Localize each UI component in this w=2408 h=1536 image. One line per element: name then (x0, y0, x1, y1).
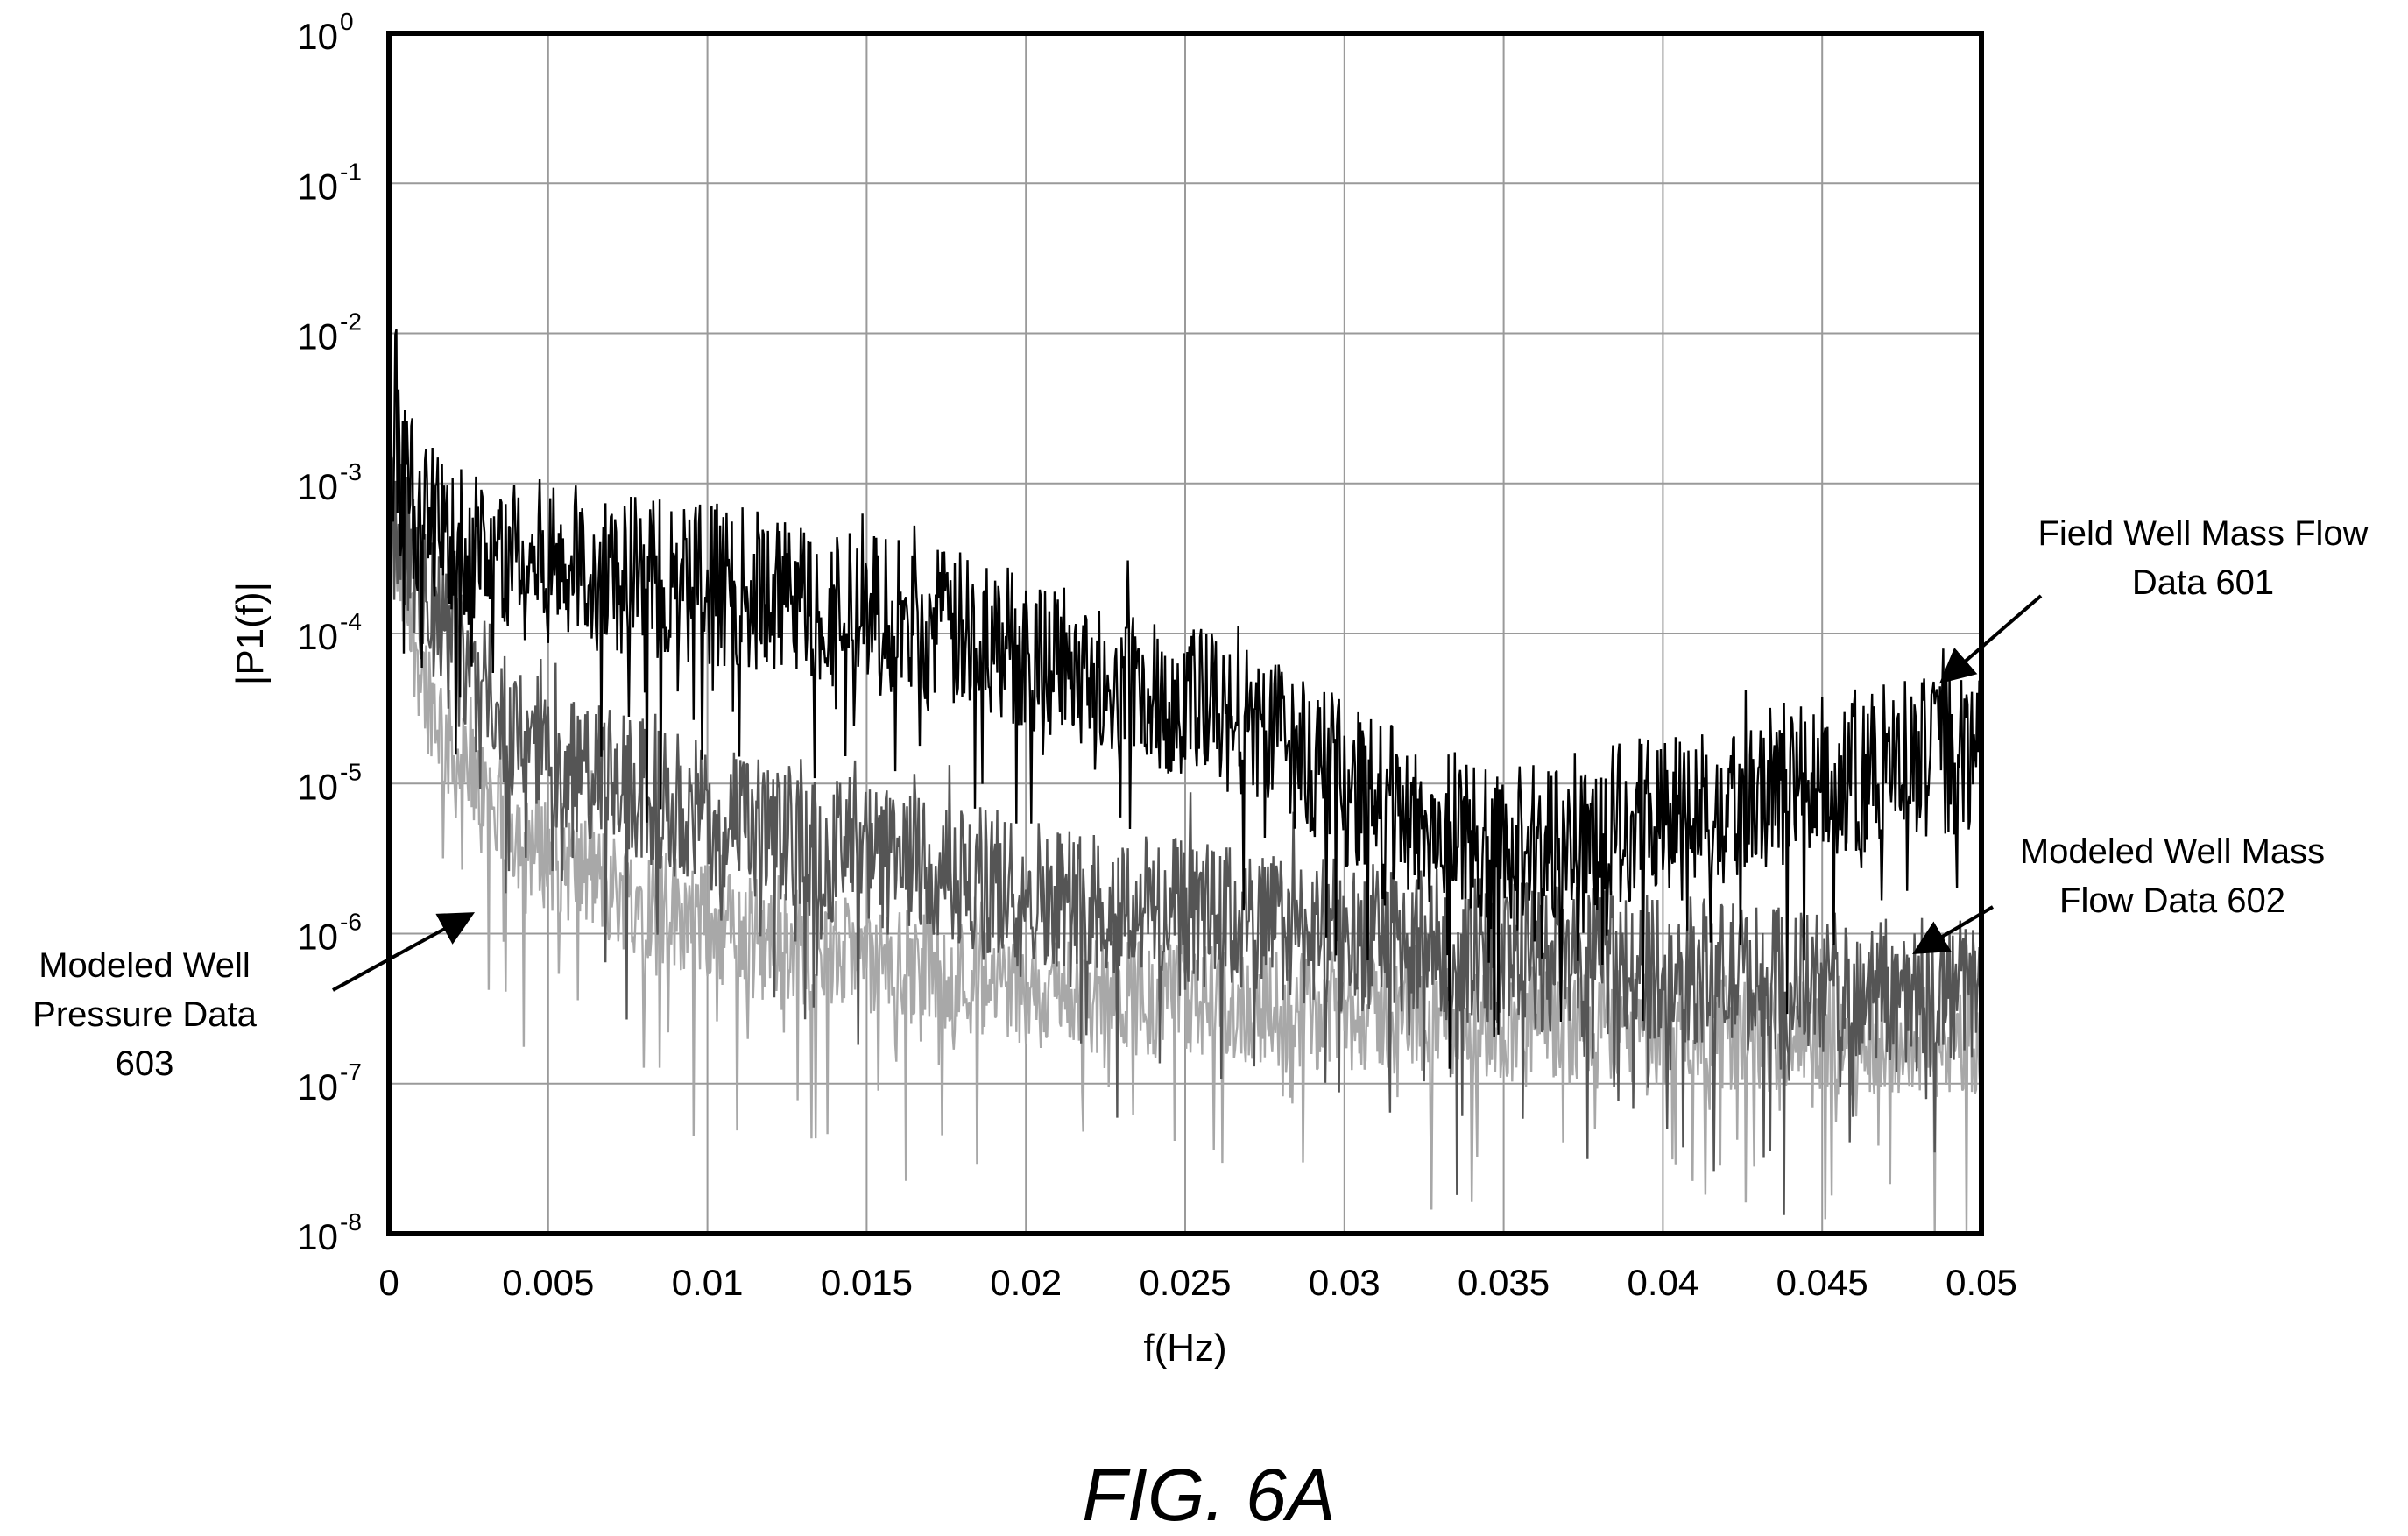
x-axis-label: f(Hz) (1143, 1327, 1226, 1370)
x-tick-label: 0.01 (672, 1262, 744, 1303)
y-tick-label: 10 (297, 466, 338, 507)
y-tick-label: 10 (297, 166, 338, 207)
x-tick-label: 0.045 (1776, 1262, 1868, 1303)
y-tick-exponent: -3 (340, 458, 362, 485)
y-tick-label: 10 (297, 766, 338, 807)
annotation-text: Data 601 (2132, 563, 2274, 602)
annotation-text: 603 (116, 1044, 174, 1083)
x-tick-label: 0.04 (1628, 1262, 1699, 1303)
y-tick-label: 10 (297, 1216, 338, 1257)
y-tick-exponent: -5 (340, 758, 362, 785)
series-layer (387, 329, 1983, 1235)
x-tick-label: 0 (378, 1262, 399, 1303)
y-tick-label: 10 (297, 316, 338, 357)
y-tick-exponent: -7 (340, 1058, 362, 1086)
x-tick-label: 0.02 (990, 1262, 1062, 1303)
annotations: Field Well Mass Flow Data 601 Modeled Well… (32, 514, 2369, 1083)
x-tick-label: 0.05 (1945, 1262, 2017, 1303)
series-line-2 (387, 453, 1983, 1215)
y-tick-label: 10 (297, 917, 338, 958)
x-tick-label: 0.005 (502, 1262, 594, 1303)
y-tick-exponent: 0 (340, 8, 354, 35)
y-tick-label: 10 (297, 16, 338, 57)
x-tick-label: 0.035 (1458, 1262, 1550, 1303)
annotation-1: Field Well Mass Flow Data 601 (1938, 514, 2369, 684)
x-tick-label: 0.025 (1139, 1262, 1231, 1303)
y-axis-label: |P1(f)| (229, 582, 272, 685)
x-tick-label: 0.03 (1309, 1262, 1381, 1303)
figure-caption: FIG. 6A (1082, 1454, 1335, 1536)
annotation-text: Field Well Mass Flow (2037, 514, 2368, 553)
annotation-text: Modeled Well (39, 946, 251, 985)
annotation-text: Modeled Well Mass (2020, 832, 2325, 871)
y-tick-label: 10 (297, 616, 338, 657)
y-tick-exponent: -8 (340, 1208, 362, 1235)
y-tick-exponent: -1 (340, 158, 362, 185)
annotation-arrow (1912, 905, 1995, 955)
annotation-arrow (332, 912, 476, 992)
annotation-text: Pressure Data (32, 995, 257, 1034)
annotation-2: Modeled Well Mass Flow Data 602 (1912, 832, 2325, 955)
plot-frame (386, 31, 1984, 1236)
annotation-arrow (1938, 594, 2043, 684)
y-tick-exponent: -2 (340, 308, 362, 336)
annotation-text: Flow Data 602 (2059, 881, 2285, 920)
y-tick-exponent: -4 (340, 608, 362, 635)
annotation-3: Modeled Well Pressure Data 603 (32, 912, 476, 1083)
y-tick-label: 10 (297, 1066, 338, 1108)
series-line-1 (387, 329, 1983, 1069)
x-tick-label: 0.015 (821, 1262, 913, 1303)
y-tick-exponent: -6 (340, 909, 362, 936)
x-tick-labels: 0 0.005 0.01 0.015 0.02 0.025 0.03 0.035 0.04 0.0… (378, 1262, 2017, 1303)
